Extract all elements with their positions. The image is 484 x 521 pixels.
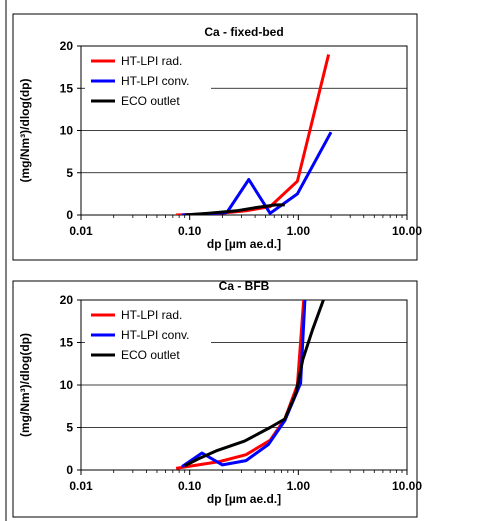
legend-label: HT-LPI rad. — [121, 54, 182, 68]
legend-label: ECO outlet — [121, 94, 180, 108]
y-tick-label: 20 — [60, 39, 74, 53]
y-tick-label: 5 — [66, 166, 73, 180]
series-line-3 — [184, 203, 285, 215]
chart-title: Ca - fixed-bed — [204, 25, 283, 39]
legend-label: ECO outlet — [121, 348, 180, 362]
y-tick-label: 15 — [60, 336, 74, 350]
x-tick-label: 0.01 — [69, 224, 93, 238]
legend-label: HT-LPI conv. — [121, 328, 189, 342]
chart-frame — [12, 280, 418, 518]
y-tick-label: 0 — [66, 208, 73, 222]
x-tick-label: 10.00 — [392, 479, 422, 493]
x-tick-label: 10.00 — [392, 224, 422, 238]
x-tick-label: 0.10 — [178, 479, 202, 493]
y-axis-label: (mg/Nm³)/dlog(dp) — [18, 333, 32, 437]
series-line-3 — [184, 300, 325, 468]
chart-2: 0 5 10 15 20 0.01 0.10 1.00 10.00 HT-LPI rad. HT-L… — [12, 279, 422, 518]
chart-1: 0 5 10 15 20 0.01 0.10 1.00 10.00 HT-LPI rad. HT-L… — [12, 13, 422, 261]
y-axis-label: (mg/Nm³)/dlog(dp) — [18, 79, 32, 183]
y-tick-label: 20 — [60, 293, 74, 307]
chart-frame — [12, 13, 418, 261]
legend-label: HT-LPI rad. — [121, 308, 182, 322]
x-axis-label: dp [µm ae.d.] — [207, 237, 281, 251]
y-tick-label: 10 — [60, 378, 74, 392]
x-tick-label: 1.00 — [287, 479, 311, 493]
x-tick-label: 1.00 — [287, 224, 311, 238]
y-tick-label: 0 — [66, 463, 73, 477]
y-tick-label: 15 — [60, 81, 74, 95]
y-tick-label: 5 — [66, 421, 73, 435]
y-tick-label: 10 — [60, 124, 74, 138]
x-axis-label: dp [µm ae.d.] — [207, 492, 281, 506]
chart-title: Ca - BFB — [219, 279, 270, 293]
legend-label: HT-LPI conv. — [121, 74, 189, 88]
x-tick-label: 0.01 — [69, 479, 93, 493]
x-tick-label: 0.10 — [178, 224, 202, 238]
